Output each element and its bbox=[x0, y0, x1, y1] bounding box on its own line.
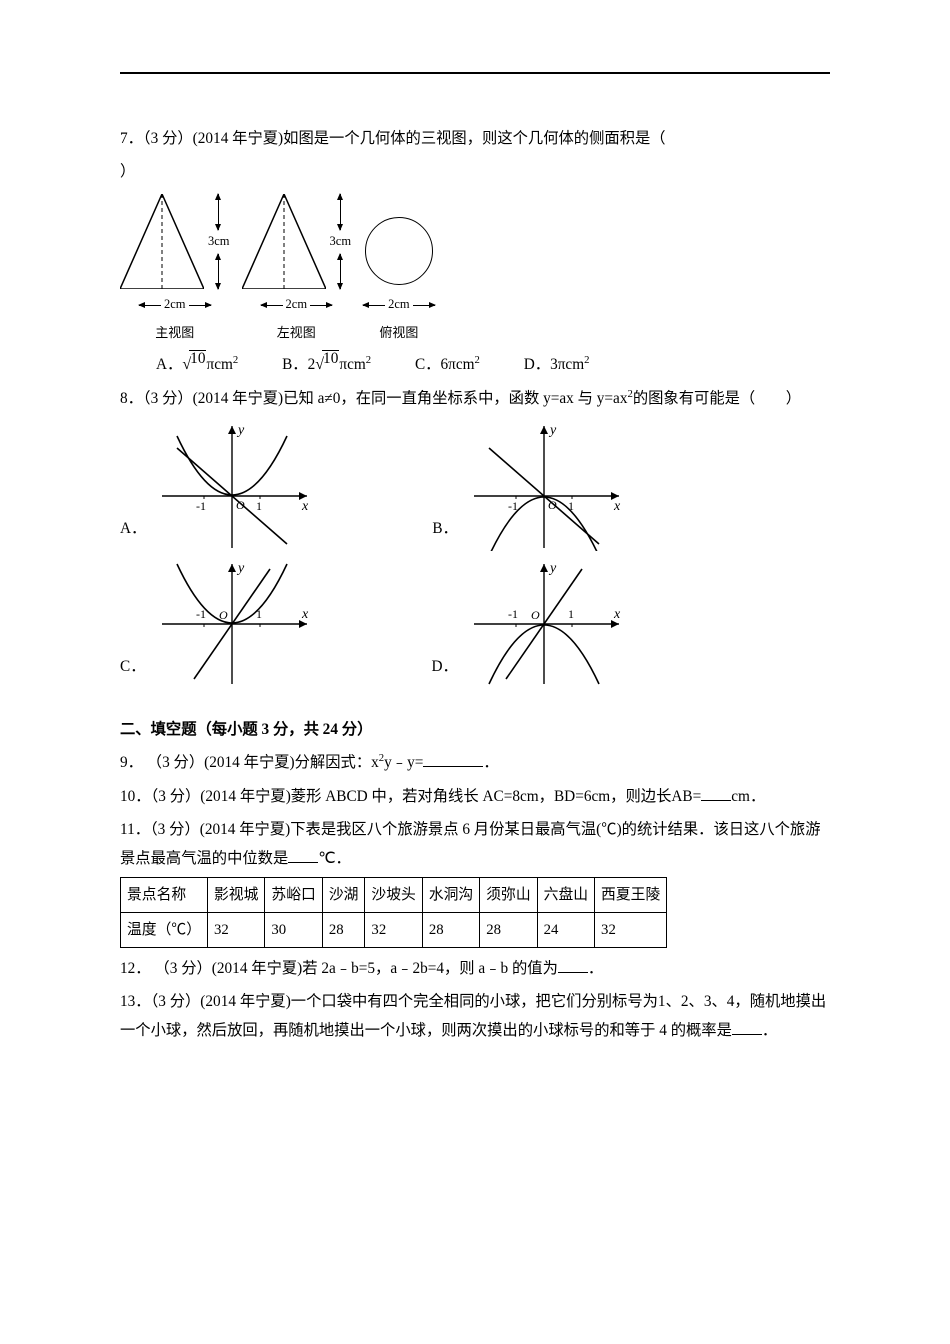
svg-text:y: y bbox=[548, 423, 557, 438]
svg-text:y: y bbox=[236, 561, 245, 576]
view-main: 3cm 2cm 主视图 bbox=[120, 194, 230, 345]
table-cell: 28 bbox=[480, 912, 537, 947]
q13-blank bbox=[732, 1034, 762, 1035]
table-cell: 景点名称 bbox=[121, 877, 208, 912]
table-cell: 32 bbox=[208, 912, 265, 947]
q7-opt-c: C．6πcm2 bbox=[415, 350, 480, 379]
svg-text:O: O bbox=[531, 608, 540, 622]
caption-left: 左视图 bbox=[277, 321, 316, 346]
svg-text:x: x bbox=[301, 499, 309, 514]
svg-text:x: x bbox=[301, 607, 309, 622]
svg-text:-1: -1 bbox=[508, 607, 518, 621]
svg-text:-1: -1 bbox=[196, 499, 206, 513]
table-cell: 32 bbox=[595, 912, 667, 947]
q8-opt-d: D． x y O 1 -1 bbox=[432, 559, 624, 689]
q10: 10．（3 分）(2014 年宁夏)菱形 ABCD 中，若对角线长 AC=8cm… bbox=[120, 782, 830, 811]
q7-options: A．√10πcm2 B．2√10πcm2 C．6πcm2 D．3πcm2 bbox=[120, 350, 830, 381]
q8-graphs: A． x y O 1 -1 B． bbox=[120, 421, 760, 689]
base-label-top: 2cm bbox=[388, 293, 410, 317]
q9-blank bbox=[423, 766, 483, 767]
triangle-left bbox=[242, 194, 326, 289]
caption-top: 俯视图 bbox=[379, 321, 418, 346]
q9: 9． （3 分）(2014 年宁夏)分解因式：x2y﹣y=． bbox=[120, 748, 830, 777]
q10-blank bbox=[701, 800, 731, 801]
table-cell: 西夏王陵 bbox=[595, 877, 667, 912]
q13: 13．（3 分）(2014 年宁夏)一个口袋中有四个完全相同的小球，把它们分别标… bbox=[120, 987, 830, 1045]
svg-text:1: 1 bbox=[568, 607, 574, 621]
q11-blank bbox=[288, 862, 318, 863]
q12-blank bbox=[558, 972, 588, 973]
table-cell: 沙湖 bbox=[322, 877, 365, 912]
table-cell: 六盘山 bbox=[537, 877, 594, 912]
table-cell: 28 bbox=[322, 912, 365, 947]
q8-opt-b: B． x y O 1 -1 bbox=[432, 421, 624, 551]
svg-text:1: 1 bbox=[256, 499, 262, 513]
table-cell: 30 bbox=[265, 912, 322, 947]
q7-close: ） bbox=[120, 157, 830, 186]
q8-text: 8．（3 分）(2014 年宁夏)已知 a≠0，在同一直角坐标系中，函数 y=a… bbox=[120, 384, 830, 413]
table-cell: 影视城 bbox=[208, 877, 265, 912]
caption-main: 主视图 bbox=[155, 321, 194, 346]
base-label: 2cm bbox=[164, 293, 186, 317]
table-cell: 须弥山 bbox=[480, 877, 537, 912]
section-2-title: 二、填空题（每小题 3 分，共 24 分） bbox=[120, 715, 830, 744]
table-cell: 32 bbox=[365, 912, 422, 947]
height-label: 3cm bbox=[208, 230, 230, 254]
table-cell: 24 bbox=[537, 912, 594, 947]
q7-opt-b: B．2√10πcm2 bbox=[282, 350, 371, 381]
q12: 12． （3 分）(2014 年宁夏)若 2a﹣b=5，a﹣2b=4，则 a﹣b… bbox=[120, 954, 830, 983]
svg-text:x: x bbox=[613, 499, 621, 514]
table-cell: 苏峪口 bbox=[265, 877, 322, 912]
q7-figure: 3cm 2cm 主视图 3cm bbox=[120, 194, 830, 345]
view-top: 2cm 俯视图 bbox=[363, 217, 435, 345]
table-cell: 水洞沟 bbox=[422, 877, 479, 912]
q7-opt-a: A．√10πcm2 bbox=[156, 350, 238, 381]
svg-text:y: y bbox=[236, 423, 245, 438]
view-left: 3cm 2cm 左视图 bbox=[242, 194, 352, 345]
q11: 11．（3 分）(2014 年宁夏)下表是我区八个旅游景点 6 月份某日最高气温… bbox=[120, 815, 830, 873]
base-label-left: 2cm bbox=[286, 293, 308, 317]
q8-opt-a: A． x y O 1 -1 bbox=[120, 421, 312, 551]
table-cell: 沙坡头 bbox=[365, 877, 422, 912]
q11-table: 景点名称 影视城 苏峪口 沙湖 沙坡头 水洞沟 须弥山 六盘山 西夏王陵 温度（… bbox=[120, 877, 667, 948]
svg-text:y: y bbox=[548, 561, 557, 576]
svg-text:x: x bbox=[613, 607, 621, 622]
table-cell: 温度（℃） bbox=[121, 912, 208, 947]
circle-top bbox=[365, 217, 433, 285]
q7-text: 7．（3 分）(2014 年宁夏)如图是一个几何体的三视图，则这个几何体的侧面积… bbox=[120, 124, 830, 153]
q7-opt-d: D．3πcm2 bbox=[524, 350, 590, 379]
q8-opt-c: C． x y O 1 -1 bbox=[120, 559, 312, 689]
table-cell: 28 bbox=[422, 912, 479, 947]
height-label-left: 3cm bbox=[330, 230, 352, 254]
triangle-main bbox=[120, 194, 204, 289]
